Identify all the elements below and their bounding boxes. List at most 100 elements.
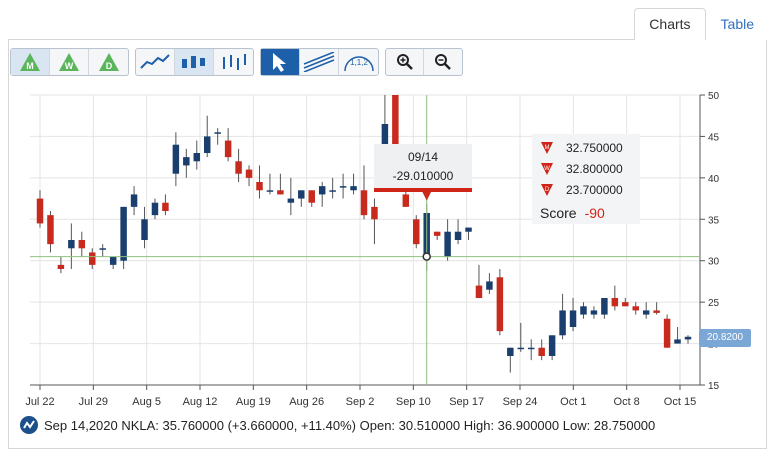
candle-up bbox=[318, 186, 326, 195]
score-label: Score bbox=[540, 204, 577, 221]
signal-d-down-icon: D bbox=[541, 183, 553, 196]
candle-down bbox=[47, 215, 54, 245]
svg-text:D: D bbox=[105, 61, 112, 71]
candle-down bbox=[475, 285, 483, 298]
candle-up bbox=[684, 336, 692, 340]
candle-up bbox=[486, 281, 493, 290]
signal-w-down-icon: W bbox=[541, 162, 553, 175]
candle-up bbox=[203, 136, 211, 153]
signal-m-down-icon: M bbox=[541, 141, 553, 154]
candle-down bbox=[371, 206, 378, 220]
quote-footer: Sep 14,2020 NKLA: 35.760000 (+3.660000, … bbox=[20, 414, 655, 436]
candle-up bbox=[68, 240, 75, 249]
zoom-in-button[interactable] bbox=[386, 49, 424, 75]
score-value: -90 bbox=[584, 204, 605, 221]
tool-group: 1,1,2 bbox=[260, 48, 379, 76]
candle-down bbox=[245, 169, 253, 178]
candle-up bbox=[339, 186, 347, 188]
candle-down bbox=[89, 252, 96, 265]
candle-down bbox=[392, 95, 399, 162]
candle-up bbox=[172, 144, 180, 174]
candle-down bbox=[162, 202, 169, 211]
signal-d-button[interactable]: D bbox=[89, 49, 128, 75]
x-tick-label: Aug 26 bbox=[289, 396, 324, 408]
candle-up bbox=[601, 298, 608, 315]
x-tick-label: Oct 15 bbox=[664, 396, 696, 408]
tab-charts[interactable]: Charts bbox=[634, 8, 706, 40]
candle-up bbox=[298, 190, 305, 199]
candle-down bbox=[78, 240, 86, 249]
ohlc-chart-button[interactable] bbox=[214, 49, 253, 75]
quote-summary: Sep 14,2020 NKLA: 35.760000 (+3.660000, … bbox=[44, 417, 656, 433]
last-price-tag: 20.8200 bbox=[699, 329, 751, 347]
candle-down bbox=[235, 161, 242, 174]
tooltip-date: 09/14 bbox=[407, 150, 439, 164]
candle-up bbox=[548, 335, 556, 356]
svg-text:M: M bbox=[26, 61, 34, 71]
x-tick-label: Jul 22 bbox=[25, 396, 54, 408]
x-tick-label: Aug 12 bbox=[183, 396, 218, 408]
candle-down bbox=[57, 264, 65, 269]
candle-up bbox=[527, 347, 535, 350]
candle-up bbox=[674, 339, 681, 344]
signal-group: M W D bbox=[10, 48, 129, 76]
candle-up bbox=[214, 132, 221, 134]
candle-up bbox=[141, 219, 148, 240]
y-tick-label: 30 bbox=[708, 257, 720, 268]
line-chart-icon bbox=[140, 54, 170, 69]
pointer-icon bbox=[273, 53, 286, 72]
zoom-out-icon bbox=[435, 54, 451, 70]
svg-text:M: M bbox=[545, 145, 550, 151]
candle-down bbox=[413, 219, 420, 245]
signal-m-icon: M bbox=[20, 53, 40, 71]
signal-d-icon: D bbox=[98, 53, 119, 71]
candle-up bbox=[183, 157, 190, 166]
candle-down bbox=[36, 198, 44, 224]
x-tick-label: Sep 2 bbox=[346, 396, 375, 408]
pointer-tool-button[interactable] bbox=[261, 49, 300, 75]
candle-down bbox=[538, 347, 545, 356]
signal-w-button[interactable]: W bbox=[50, 49, 89, 75]
zoom-out-button[interactable] bbox=[424, 49, 462, 75]
fibonacci-icon: 1,1,2 bbox=[343, 56, 374, 72]
y-tick-label: 45 bbox=[708, 132, 720, 143]
y-tick-label: 25 bbox=[708, 298, 720, 309]
signal-panel: M 32.750000 W 32.800000 D 23.700000 Scor… bbox=[532, 134, 640, 224]
crosshair-tooltip: 09/14 -29.010000 bbox=[374, 144, 472, 192]
candle-down bbox=[308, 190, 315, 203]
brand-logo-icon bbox=[20, 416, 38, 434]
line-chart-button[interactable] bbox=[136, 49, 175, 75]
candle-up bbox=[465, 227, 472, 232]
candle-up bbox=[569, 310, 577, 327]
chart-type-group bbox=[135, 48, 254, 76]
x-tick-label: Sep 24 bbox=[503, 396, 538, 408]
candle-down bbox=[632, 306, 639, 311]
candle-down bbox=[256, 182, 263, 191]
x-tick-label: Sep 10 bbox=[396, 396, 431, 408]
signal-w-icon: W bbox=[59, 53, 79, 71]
x-tick-label: Oct 8 bbox=[614, 396, 640, 408]
candle-up bbox=[590, 310, 598, 315]
candlestick-chart-icon bbox=[182, 56, 205, 68]
candle-down bbox=[433, 231, 441, 236]
trend-line-tool-button[interactable] bbox=[300, 49, 339, 75]
candle-up bbox=[99, 248, 106, 250]
candlestick-chart-button[interactable] bbox=[175, 49, 214, 75]
candle-down bbox=[277, 190, 284, 195]
tab-table[interactable]: Table bbox=[705, 8, 769, 40]
signal-row-w: W 32.800000 bbox=[532, 158, 640, 179]
trend-line-icon bbox=[303, 52, 335, 72]
candle-down bbox=[402, 194, 410, 207]
tooltip-value: -29.010000 bbox=[392, 169, 454, 183]
signal-row-d: D 23.700000 bbox=[532, 179, 640, 200]
y-tick-label: 50 bbox=[708, 91, 720, 102]
candle-up bbox=[507, 347, 514, 356]
candle-up bbox=[642, 310, 650, 315]
candle-down bbox=[224, 140, 232, 158]
x-tick-label: Jul 29 bbox=[79, 396, 108, 408]
signal-d-value: 23.700000 bbox=[566, 182, 623, 197]
signal-m-button[interactable]: M bbox=[11, 49, 50, 75]
x-tick-label: Aug 19 bbox=[236, 396, 271, 408]
fibonacci-tool-button[interactable]: 1,1,2 bbox=[339, 49, 378, 75]
